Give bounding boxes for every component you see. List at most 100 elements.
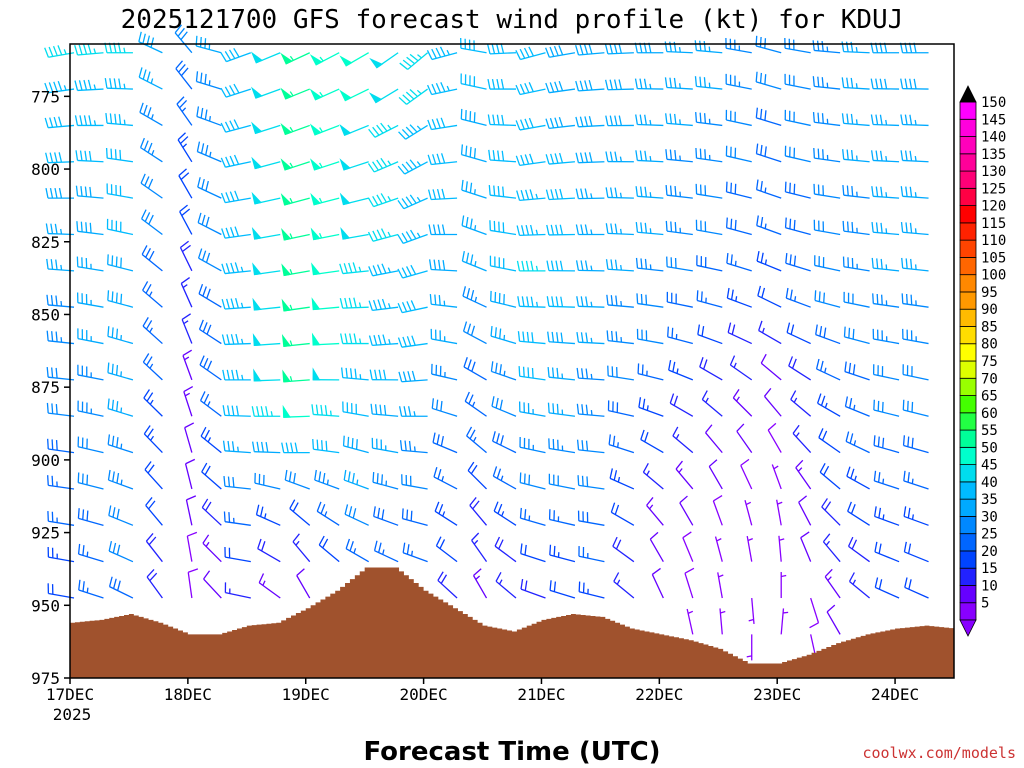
wind-barb — [220, 190, 251, 204]
colorbar-swatch — [959, 602, 977, 621]
wind-barb — [646, 497, 664, 526]
wind-barb — [577, 510, 605, 526]
wind-barb — [665, 113, 693, 127]
wind-barb — [798, 495, 812, 526]
wind-barb — [143, 389, 163, 417]
chart-title: 2025121700 GFS forecast wind profile (kt… — [121, 5, 904, 35]
wind-barb — [310, 158, 340, 171]
colorbar-label: 45 — [981, 458, 998, 474]
wind-barb — [104, 78, 133, 90]
wind-barb — [822, 533, 841, 563]
wind-barb — [901, 257, 929, 272]
wind-barb — [139, 102, 163, 126]
wind-barb — [755, 143, 782, 163]
wind-barb — [490, 361, 517, 381]
wind-barb — [697, 324, 723, 345]
wind-barb — [107, 254, 134, 272]
colorbar-swatch — [959, 395, 977, 414]
wind-barb — [842, 256, 870, 272]
wind-barb — [281, 263, 310, 277]
wind-barb — [784, 109, 811, 127]
wind-barb — [545, 45, 576, 58]
wind-barb — [813, 219, 841, 236]
wind-barb — [740, 458, 753, 490]
wind-barb — [699, 357, 723, 381]
wind-barb — [904, 577, 929, 599]
wind-barb — [635, 114, 664, 127]
colorbar-label: 10 — [981, 578, 998, 594]
wind-barb — [399, 52, 429, 70]
wind-barb — [635, 186, 664, 199]
colorbar-under-arrow — [959, 619, 977, 637]
wind-barb — [640, 429, 664, 454]
colorbar-swatch — [959, 170, 977, 189]
wind-barb — [368, 88, 399, 104]
wind-barb — [430, 328, 458, 345]
colorbar-swatch — [959, 136, 977, 155]
wind-barb — [903, 506, 929, 526]
wind-barb — [846, 466, 870, 490]
wind-barb — [107, 326, 134, 345]
wind-barb — [758, 320, 782, 345]
colorbar-label: 85 — [981, 319, 998, 335]
colorbar-label: 35 — [981, 492, 998, 508]
wind-barb — [520, 578, 546, 599]
wind-barb — [576, 403, 605, 417]
wind-barb — [748, 597, 755, 624]
wind-barb — [788, 356, 812, 381]
wind-barb — [845, 431, 870, 454]
wind-barb — [900, 222, 929, 236]
wind-barb — [575, 152, 605, 164]
wind-barb — [464, 391, 487, 417]
colorbar-label: 115 — [981, 216, 1006, 232]
wind-barb — [842, 184, 870, 199]
wind-barb — [199, 391, 222, 417]
wind-barb — [873, 399, 900, 417]
colorbar-label: 140 — [981, 130, 1006, 146]
wind-barb — [812, 40, 841, 54]
wind-barb — [397, 194, 428, 210]
wind-barb — [696, 290, 723, 308]
wind-barb — [339, 262, 369, 275]
wind-barb — [708, 459, 723, 490]
wind-barb — [310, 192, 340, 206]
wind-barb — [220, 47, 252, 63]
wind-barb — [665, 220, 693, 236]
wind-barb — [826, 604, 841, 635]
wind-barb — [844, 361, 870, 381]
wind-barb — [872, 328, 900, 345]
wind-barb — [196, 106, 222, 127]
wind-barb — [492, 466, 517, 490]
wind-barb — [784, 145, 811, 163]
wind-barb — [576, 332, 605, 345]
wind-barb — [195, 71, 222, 90]
wind-barb — [220, 83, 252, 98]
wind-barb — [224, 546, 251, 563]
wind-barb — [871, 222, 900, 236]
x-tick-label: 21DEC — [517, 685, 565, 704]
terrain-area — [70, 567, 954, 678]
wind-barb — [428, 259, 458, 272]
wind-barb — [675, 460, 694, 490]
wind-barb — [367, 157, 399, 173]
colorbar-label: 55 — [981, 423, 998, 439]
wind-barb — [776, 499, 783, 526]
wind-barb — [372, 472, 399, 490]
wind-barb — [292, 533, 311, 563]
wind-barb — [495, 572, 517, 599]
wind-barb — [74, 115, 104, 127]
wind-barb — [547, 331, 575, 345]
wind-barb — [669, 393, 694, 417]
wind-barb — [635, 150, 664, 163]
wind-barb — [76, 221, 104, 236]
wind-barb — [431, 363, 458, 381]
wind-barb — [489, 255, 517, 272]
wind-barb — [185, 495, 197, 526]
colorbar-swatch — [959, 256, 977, 276]
wind-barb — [719, 608, 726, 635]
wind-barb — [221, 262, 251, 275]
colorbar-label: 125 — [981, 181, 1006, 197]
wind-barb — [340, 333, 369, 345]
wind-barb — [427, 153, 458, 166]
